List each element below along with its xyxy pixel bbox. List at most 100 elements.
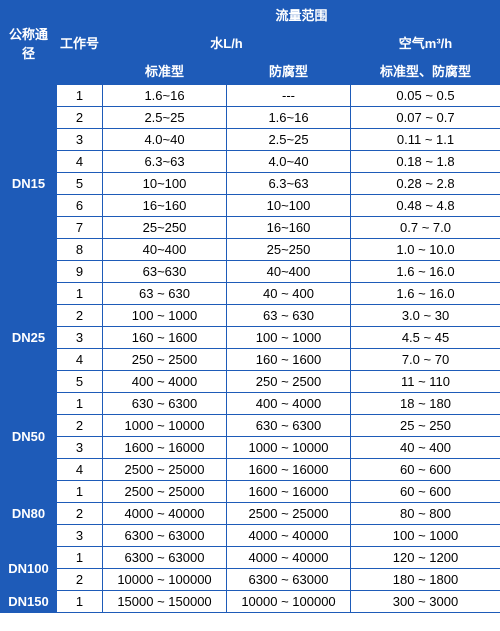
cell-air: 25 ~ 250 — [351, 415, 500, 437]
cell-cor: 10000 ~ 100000 — [227, 591, 351, 613]
cell-std: 4.0~40 — [103, 129, 227, 151]
cell-air: 0.05 ~ 0.5 — [351, 85, 500, 107]
cell-no: 7 — [57, 217, 103, 239]
cell-cor: 1.6~16 — [227, 107, 351, 129]
cell-std: 160 ~ 1600 — [103, 327, 227, 349]
cell-std: 1000 ~ 10000 — [103, 415, 227, 437]
header-dn: 公称通径 — [1, 1, 57, 85]
header-corrosion: 防腐型 — [227, 57, 351, 85]
cell-std: 400 ~ 4000 — [103, 371, 227, 393]
table-row: 616~16010~1000.48 ~ 4.8 — [1, 195, 500, 217]
cell-air: 60 ~ 600 — [351, 459, 500, 481]
table-row: 840~40025~2501.0 ~ 10.0 — [1, 239, 500, 261]
cell-air: 120 ~ 1200 — [351, 547, 500, 569]
cell-no: 6 — [57, 195, 103, 217]
cell-no: 2 — [57, 503, 103, 525]
cell-cor: 250 ~ 2500 — [227, 371, 351, 393]
table-row: DN501630 ~ 6300400 ~ 400018 ~ 180 — [1, 393, 500, 415]
cell-air: 180 ~ 1800 — [351, 569, 500, 591]
table-row: 5400 ~ 4000250 ~ 250011 ~ 110 — [1, 371, 500, 393]
cell-air: 11 ~ 110 — [351, 371, 500, 393]
cell-cor: 100 ~ 1000 — [227, 327, 351, 349]
header-workno: 工作号 — [57, 1, 103, 85]
table-row: 510~1006.3~630.28 ~ 2.8 — [1, 173, 500, 195]
cell-no: 1 — [57, 283, 103, 305]
cell-std: 4000 ~ 40000 — [103, 503, 227, 525]
cell-cor: 2500 ~ 25000 — [227, 503, 351, 525]
cell-no: 1 — [57, 481, 103, 503]
cell-dn: DN15 — [1, 85, 57, 283]
cell-air: 3.0 ~ 30 — [351, 305, 500, 327]
cell-no: 3 — [57, 437, 103, 459]
cell-dn: DN100 — [1, 547, 57, 591]
cell-no: 4 — [57, 459, 103, 481]
cell-std: 63 ~ 630 — [103, 283, 227, 305]
cell-std: 1.6~16 — [103, 85, 227, 107]
cell-no: 1 — [57, 591, 103, 613]
cell-no: 3 — [57, 129, 103, 151]
cell-std: 250 ~ 2500 — [103, 349, 227, 371]
table-body: DN1511.6~16---0.05 ~ 0.522.5~251.6~160.0… — [1, 85, 500, 613]
cell-air: 0.11 ~ 1.1 — [351, 129, 500, 151]
cell-std: 2500 ~ 25000 — [103, 459, 227, 481]
cell-air: 4.5 ~ 45 — [351, 327, 500, 349]
table-row: 46.3~634.0~400.18 ~ 1.8 — [1, 151, 500, 173]
cell-air: 0.18 ~ 1.8 — [351, 151, 500, 173]
header-air: 空气m³/h — [351, 29, 500, 57]
cell-no: 3 — [57, 327, 103, 349]
cell-cor: 2.5~25 — [227, 129, 351, 151]
table-row: 22.5~251.6~160.07 ~ 0.7 — [1, 107, 500, 129]
cell-std: 6300 ~ 63000 — [103, 525, 227, 547]
cell-std: 16~160 — [103, 195, 227, 217]
table-header: 公称通径 工作号 流量范围 水L/h 空气m³/h 标准型 防腐型 标准型、防腐… — [1, 1, 500, 85]
cell-cor: 40 ~ 400 — [227, 283, 351, 305]
table-row: DN8012500 ~ 250001600 ~ 1600060 ~ 600 — [1, 481, 500, 503]
cell-air: 1.6 ~ 16.0 — [351, 283, 500, 305]
cell-air: 300 ~ 3000 — [351, 591, 500, 613]
cell-cor: 4000 ~ 40000 — [227, 525, 351, 547]
cell-cor: 25~250 — [227, 239, 351, 261]
cell-air: 0.7 ~ 7.0 — [351, 217, 500, 239]
cell-std: 10~100 — [103, 173, 227, 195]
table-row: 2100 ~ 100063 ~ 6303.0 ~ 30 — [1, 305, 500, 327]
cell-cor: 400 ~ 4000 — [227, 393, 351, 415]
table-row: DN25163 ~ 63040 ~ 4001.6 ~ 16.0 — [1, 283, 500, 305]
cell-air: 60 ~ 600 — [351, 481, 500, 503]
cell-no: 3 — [57, 525, 103, 547]
cell-cor: 16~160 — [227, 217, 351, 239]
header-air-sub: 标准型、防腐型 — [351, 57, 500, 85]
cell-air: 1.6 ~ 16.0 — [351, 261, 500, 283]
cell-no: 4 — [57, 349, 103, 371]
cell-no: 2 — [57, 415, 103, 437]
table-row: DN10016300 ~ 630004000 ~ 40000120 ~ 1200 — [1, 547, 500, 569]
cell-std: 6.3~63 — [103, 151, 227, 173]
cell-cor: 4000 ~ 40000 — [227, 547, 351, 569]
cell-cor: 1000 ~ 10000 — [227, 437, 351, 459]
cell-std: 10000 ~ 100000 — [103, 569, 227, 591]
cell-dn: DN50 — [1, 393, 57, 481]
cell-std: 40~400 — [103, 239, 227, 261]
table-row: 36300 ~ 630004000 ~ 40000100 ~ 1000 — [1, 525, 500, 547]
table-row: 42500 ~ 250001600 ~ 1600060 ~ 600 — [1, 459, 500, 481]
cell-cor: 1600 ~ 16000 — [227, 481, 351, 503]
table-row: 21000 ~ 10000630 ~ 630025 ~ 250 — [1, 415, 500, 437]
cell-no: 1 — [57, 393, 103, 415]
cell-cor: --- — [227, 85, 351, 107]
table-row: 4250 ~ 2500160 ~ 16007.0 ~ 70 — [1, 349, 500, 371]
cell-air: 0.07 ~ 0.7 — [351, 107, 500, 129]
cell-cor: 160 ~ 1600 — [227, 349, 351, 371]
cell-std: 63~630 — [103, 261, 227, 283]
header-flowrange: 流量范围 — [103, 1, 500, 29]
header-water: 水L/h — [103, 29, 351, 57]
cell-std: 100 ~ 1000 — [103, 305, 227, 327]
cell-no: 1 — [57, 547, 103, 569]
cell-cor: 63 ~ 630 — [227, 305, 351, 327]
cell-cor: 1600 ~ 16000 — [227, 459, 351, 481]
cell-air: 0.48 ~ 4.8 — [351, 195, 500, 217]
flow-range-table: 公称通径 工作号 流量范围 水L/h 空气m³/h 标准型 防腐型 标准型、防腐… — [0, 0, 500, 613]
cell-cor: 4.0~40 — [227, 151, 351, 173]
table-row: 31600 ~ 160001000 ~ 1000040 ~ 400 — [1, 437, 500, 459]
cell-no: 4 — [57, 151, 103, 173]
table-row: 725~25016~1600.7 ~ 7.0 — [1, 217, 500, 239]
cell-cor: 6300 ~ 63000 — [227, 569, 351, 591]
